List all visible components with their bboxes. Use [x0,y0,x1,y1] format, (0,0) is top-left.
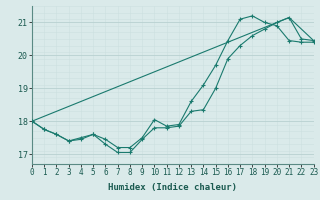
X-axis label: Humidex (Indice chaleur): Humidex (Indice chaleur) [108,183,237,192]
